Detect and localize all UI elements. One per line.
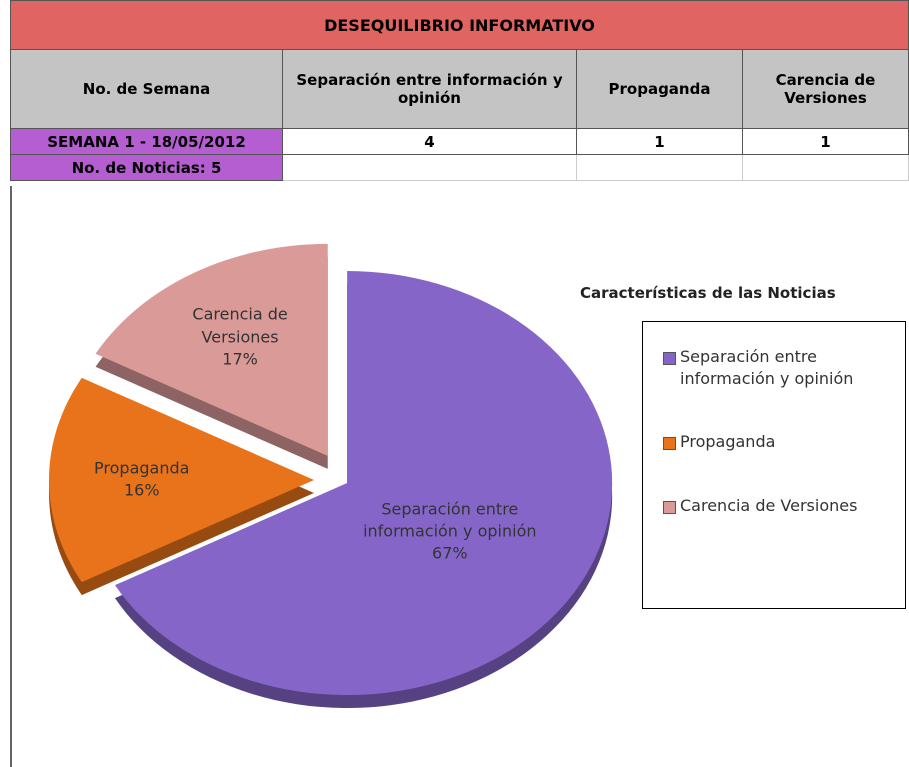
legend-swatch — [663, 500, 676, 514]
slice-value: 67% — [432, 543, 468, 563]
slice — [114, 271, 613, 696]
legend-text: Propaganda — [680, 432, 776, 452]
slice-label: Carencia de Versiones 17% — [175, 304, 305, 371]
slice-name: Carencia de Versiones — [192, 304, 288, 347]
cell: SEMANA 1 - 18/05/2012 — [10, 128, 283, 155]
legend-item: Carencia de Versiones — [663, 495, 895, 517]
table: DESEQUILIBRIO INFORMATIVO No. de Semana … — [10, 0, 909, 181]
cell: 1 — [576, 128, 743, 155]
legend-item: Separación entre información y opinión — [663, 346, 895, 389]
legend-swatch — [663, 437, 676, 451]
slice-label: Propaganda 16% — [77, 458, 207, 503]
legend: Separación entre información y opinión Pr… — [642, 321, 906, 609]
chart-title: Características de las Noticias — [580, 284, 836, 302]
slice-label: Separación entre información y opinión 67… — [360, 498, 540, 565]
cell: 1 — [742, 128, 909, 155]
pie — [49, 243, 613, 709]
slice — [95, 243, 328, 456]
header: Separación entre información y opinión — [282, 49, 577, 129]
slice-name: Separación entre información y opinión — [363, 499, 537, 541]
legend-swatch — [663, 352, 676, 365]
cell: No. de Noticias: 5 — [10, 154, 283, 181]
empty-cell — [576, 154, 743, 181]
legend-text: Separación entre información y opinión — [680, 347, 854, 388]
header: Carencia de Versiones — [742, 49, 909, 129]
chart: Características de las Noticias Separaci… — [10, 186, 909, 767]
header: No. de Semana — [10, 49, 283, 129]
cell: 4 — [282, 128, 577, 155]
table-title: DESEQUILIBRIO INFORMATIVO — [10, 0, 909, 50]
slice — [49, 377, 315, 583]
legend-item: Propaganda — [663, 431, 895, 453]
header: Propaganda — [576, 49, 743, 129]
empty-cell — [282, 154, 577, 181]
slice-name: Propaganda — [94, 458, 190, 478]
slice-value: 17% — [222, 349, 258, 369]
legend-text: Carencia de Versiones — [680, 495, 858, 515]
slice-value: 16% — [123, 481, 160, 500]
empty-cell — [742, 154, 909, 181]
